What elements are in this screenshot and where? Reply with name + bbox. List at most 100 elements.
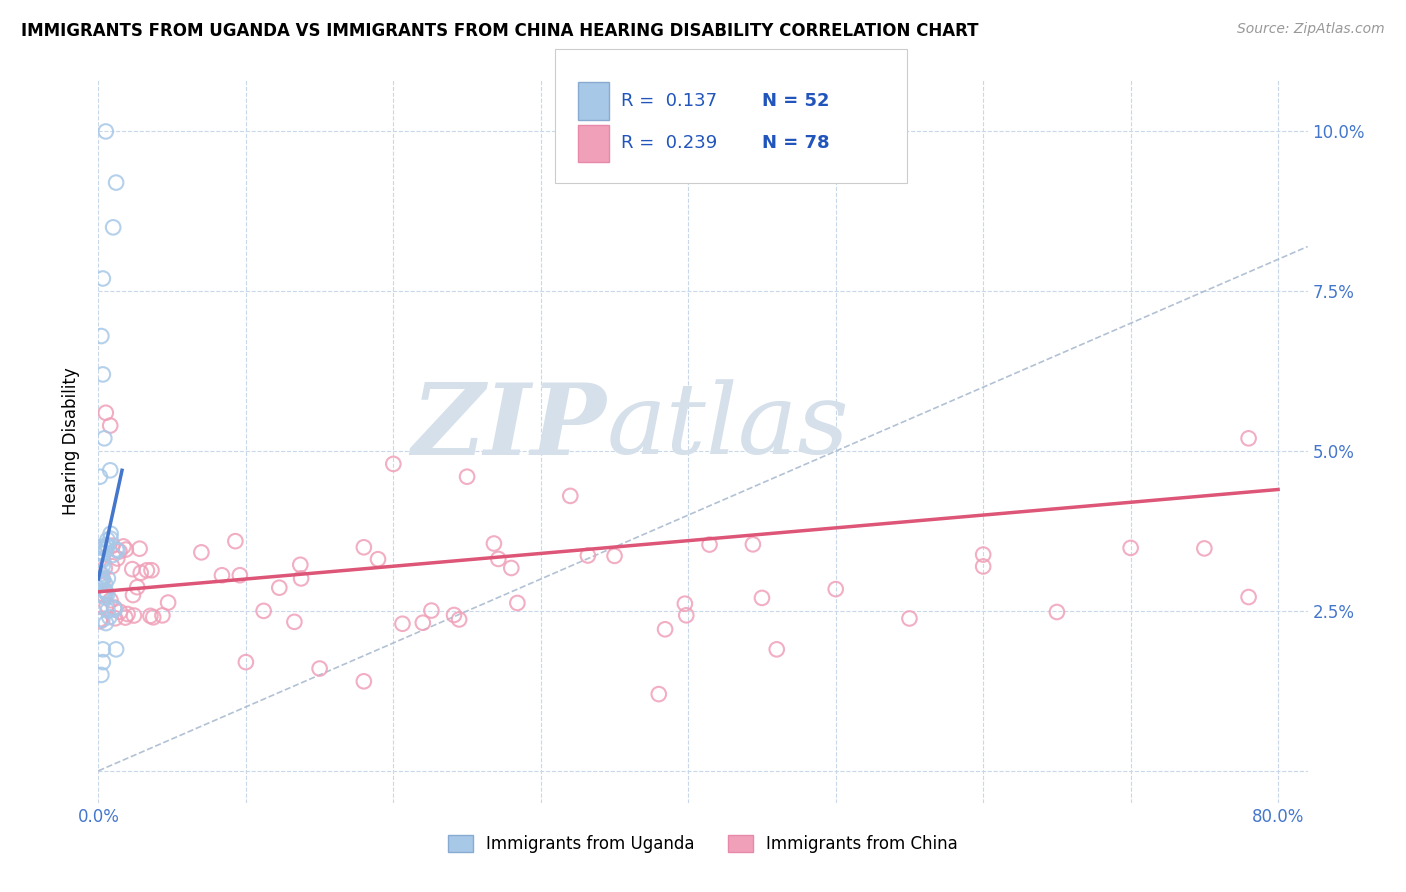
Immigrants from Uganda [91,573,114,587]
Immigrants from China [353,674,375,689]
Immigrants from Uganda [96,538,118,552]
Immigrants from China [112,540,135,554]
Immigrants from China [648,687,671,701]
Immigrants from China [1046,605,1069,619]
Immigrants from China [741,537,763,551]
Text: R =  0.137: R = 0.137 [621,92,717,110]
Immigrants from Uganda [107,544,129,558]
Immigrants from China [1194,541,1216,556]
Immigrants from China [152,608,174,623]
Immigrants from Uganda [91,553,114,567]
Immigrants from Uganda [91,655,114,669]
Immigrants from China [101,539,124,553]
Immigrants from China [114,542,136,557]
Immigrants from Uganda [104,602,127,616]
Immigrants from Uganda [93,541,115,555]
Immigrants from Uganda [94,577,117,591]
Immigrants from Uganda [93,431,115,445]
Immigrants from Uganda [91,613,114,627]
Immigrants from China [1237,590,1260,604]
Immigrants from China [108,544,131,558]
Immigrants from China [290,558,312,572]
Immigrants from China [127,580,149,594]
Immigrants from China [382,457,405,471]
Immigrants from Uganda [105,642,128,657]
Immigrants from China [443,607,465,622]
Immigrants from Uganda [98,610,121,624]
Immigrants from China [576,549,599,563]
Immigrants from China [765,642,787,657]
Immigrants from Uganda [94,124,117,138]
Immigrants from China [100,593,122,607]
Immigrants from Uganda [91,547,114,561]
Immigrants from China [117,607,139,621]
Immigrants from China [104,611,127,625]
Immigrants from China [89,578,111,592]
Immigrants from Uganda [89,575,111,590]
Immigrants from Uganda [105,542,128,557]
Immigrants from China [1237,431,1260,445]
Immigrants from China [367,552,389,566]
Immigrants from Uganda [97,572,120,586]
Immigrants from China [105,551,128,566]
Immigrants from Uganda [89,469,111,483]
Immigrants from China [94,561,117,575]
Immigrants from Uganda [94,542,117,557]
Immigrants from China [94,406,117,420]
Immigrants from China [1119,541,1142,555]
Immigrants from China [486,552,509,566]
Immigrants from China [269,581,291,595]
Immigrants from China [501,561,523,575]
Immigrants from Uganda [94,585,117,599]
Immigrants from China [157,596,180,610]
Legend: Immigrants from Uganda, Immigrants from China: Immigrants from Uganda, Immigrants from … [441,828,965,860]
Text: N = 78: N = 78 [762,135,830,153]
Immigrants from China [308,661,330,675]
Immigrants from China [128,541,150,556]
Immigrants from China [89,614,111,628]
Immigrants from Uganda [91,574,114,588]
Immigrants from China [898,611,921,625]
Text: R =  0.239: R = 0.239 [621,135,717,153]
Immigrants from Uganda [90,570,112,584]
Immigrants from Uganda [96,587,118,601]
Immigrants from Uganda [89,540,111,554]
Immigrants from China [224,534,246,549]
Immigrants from China [412,615,434,630]
Y-axis label: Hearing Disability: Hearing Disability [62,368,80,516]
Immigrants from Uganda [89,571,111,585]
Immigrants from China [482,536,505,550]
Immigrants from China [290,571,312,585]
Immigrants from China [603,549,626,563]
Immigrants from Uganda [89,541,111,555]
Immigrants from Uganda [100,532,122,546]
Immigrants from Uganda [90,566,112,581]
Immigrants from China [141,563,163,577]
Immigrants from Uganda [90,329,112,343]
Immigrants from Uganda [90,576,112,591]
Immigrants from Uganda [91,271,114,285]
Immigrants from Uganda [91,642,114,657]
Immigrants from Uganda [90,668,112,682]
Immigrants from China [190,545,212,559]
Immigrants from Uganda [100,526,122,541]
Immigrants from China [122,608,145,623]
Immigrants from China [96,598,118,612]
Immigrants from China [253,604,276,618]
Immigrants from Uganda [91,368,114,382]
Immigrants from China [506,596,529,610]
Immigrants from China [972,559,994,574]
Immigrants from Uganda [103,600,125,615]
Immigrants from Uganda [105,176,128,190]
Immigrants from China [449,612,471,626]
Immigrants from China [93,588,115,602]
Immigrants from China [391,616,413,631]
Immigrants from China [121,562,143,576]
Immigrants from Uganda [90,573,112,587]
Immigrants from Uganda [94,583,117,598]
Immigrants from China [135,563,157,577]
Immigrants from Uganda [90,552,112,566]
Immigrants from Uganda [94,616,117,631]
Immigrants from China [103,600,125,615]
Immigrants from China [91,573,114,587]
